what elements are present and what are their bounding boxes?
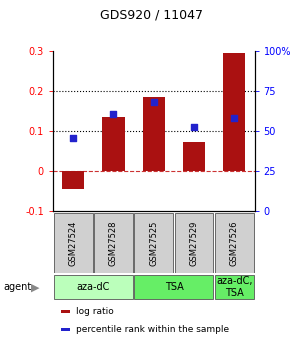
Bar	[135, 214, 173, 273]
Bar	[54, 275, 133, 299]
Bar	[175, 214, 213, 273]
Bar	[183, 142, 205, 171]
Text: GSM27528: GSM27528	[109, 220, 118, 266]
Bar	[61, 328, 70, 331]
Text: GSM27525: GSM27525	[149, 220, 158, 266]
Bar	[215, 275, 254, 299]
Text: percentile rank within the sample: percentile rank within the sample	[76, 325, 229, 334]
Bar	[215, 214, 254, 273]
Bar	[143, 97, 165, 171]
Bar	[102, 117, 125, 171]
Bar	[135, 275, 213, 299]
Bar	[94, 214, 133, 273]
Point	[152, 99, 156, 105]
Text: log ratio: log ratio	[76, 307, 114, 316]
Text: agent: agent	[3, 282, 31, 292]
Text: ▶: ▶	[31, 282, 39, 292]
Point	[71, 135, 76, 140]
Point	[111, 111, 116, 117]
Bar	[54, 214, 92, 273]
Bar	[61, 310, 70, 313]
Text: aza-dC: aza-dC	[77, 282, 110, 292]
Point	[232, 115, 237, 121]
Text: GSM27524: GSM27524	[69, 220, 78, 266]
Text: GSM27529: GSM27529	[190, 220, 198, 266]
Point	[192, 124, 197, 130]
Bar	[223, 53, 245, 171]
Bar	[62, 171, 84, 189]
Text: TSA: TSA	[165, 282, 183, 292]
Text: GDS920 / 11047: GDS920 / 11047	[100, 9, 203, 22]
Text: aza-dC,
TSA: aza-dC, TSA	[216, 276, 253, 298]
Text: GSM27526: GSM27526	[230, 220, 239, 266]
